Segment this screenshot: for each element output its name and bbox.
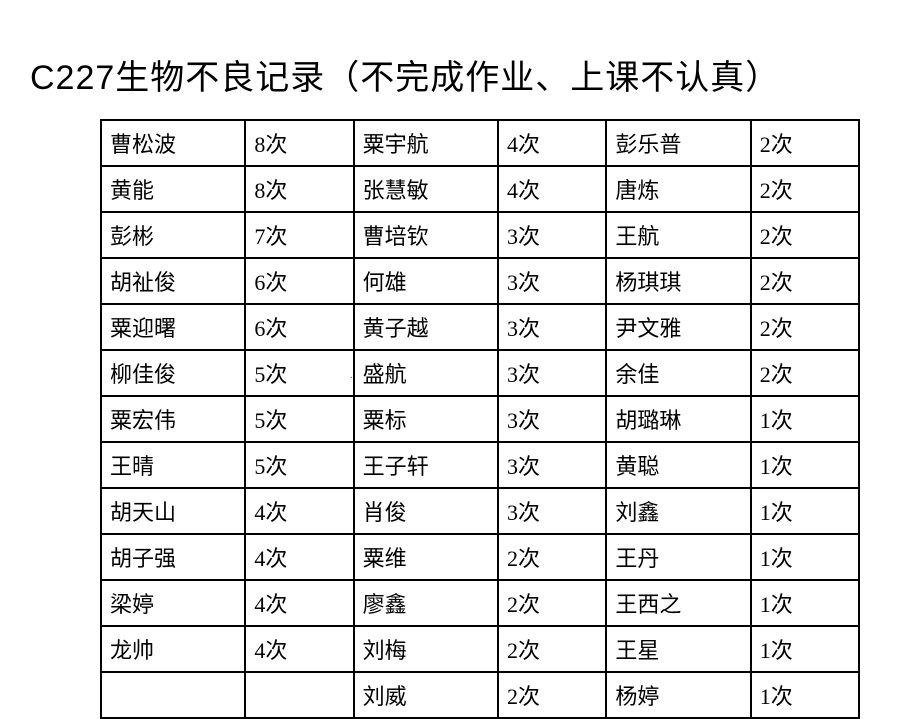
count-cell: 5次 xyxy=(245,350,353,396)
name-cell: 余佳 xyxy=(606,350,750,396)
name-cell: 粟宇航 xyxy=(354,120,498,166)
count-cell: 2次 xyxy=(751,258,859,304)
count-cell: 8次 xyxy=(245,120,353,166)
count-cell: 8次 xyxy=(245,166,353,212)
count-cell: 1次 xyxy=(751,396,859,442)
page-title: C227生物不良记录（不完成作业、上课不认真） xyxy=(30,50,890,99)
count-cell: 2次 xyxy=(751,166,859,212)
name-cell: 梁婷 xyxy=(101,580,245,626)
count-cell: 7次 xyxy=(245,212,353,258)
name-cell: 胡璐琳 xyxy=(606,396,750,442)
count-cell: 4次 xyxy=(498,120,606,166)
table-row: 刘威2次杨婷1次 xyxy=(101,672,859,718)
table-row: 彭彬7次曹培钦3次王航2次 xyxy=(101,212,859,258)
count-cell: 2次 xyxy=(498,534,606,580)
table-row: 黄能8次张慧敏4次唐炼2次 xyxy=(101,166,859,212)
name-cell: 张慧敏 xyxy=(354,166,498,212)
count-cell: 2次 xyxy=(751,350,859,396)
count-cell: 6次 xyxy=(245,304,353,350)
name-cell: 刘威 xyxy=(354,672,498,718)
table-row: 胡子强4次粟维2次王丹1次 xyxy=(101,534,859,580)
table-row: 曹松波8次粟宇航4次彭乐普2次 xyxy=(101,120,859,166)
name-cell: 胡祉俊 xyxy=(101,258,245,304)
name-cell: 曹培钦 xyxy=(354,212,498,258)
name-cell: 彭乐普 xyxy=(606,120,750,166)
count-cell: 3次 xyxy=(498,258,606,304)
count-cell: 3次 xyxy=(498,442,606,488)
count-cell: 1次 xyxy=(751,626,859,672)
name-cell: 柳佳俊 xyxy=(101,350,245,396)
name-cell: 彭彬 xyxy=(101,212,245,258)
table-row: 王晴5次王子轩3次黄聪1次 xyxy=(101,442,859,488)
count-cell: 2次 xyxy=(498,626,606,672)
name-cell: 王西之 xyxy=(606,580,750,626)
name-cell: 粟标 xyxy=(354,396,498,442)
count-cell: 2次 xyxy=(498,580,606,626)
name-cell: 杨婷 xyxy=(606,672,750,718)
count-cell: 3次 xyxy=(498,304,606,350)
name-cell: 黄能 xyxy=(101,166,245,212)
count-cell: 3次 xyxy=(498,396,606,442)
count-cell: 4次 xyxy=(245,580,353,626)
name-cell: 黄聪 xyxy=(606,442,750,488)
count-cell: 2次 xyxy=(751,212,859,258)
name-cell: 唐炼 xyxy=(606,166,750,212)
count-cell: 2次 xyxy=(751,120,859,166)
name-cell: 胡天山 xyxy=(101,488,245,534)
table-row: 龙帅4次刘梅2次王星1次 xyxy=(101,626,859,672)
name-cell: 刘梅 xyxy=(354,626,498,672)
name-cell: 粟宏伟 xyxy=(101,396,245,442)
name-cell xyxy=(101,672,245,718)
table-row: 梁婷4次廖鑫2次王西之1次 xyxy=(101,580,859,626)
count-cell: 1次 xyxy=(751,488,859,534)
count-cell: 5次 xyxy=(245,442,353,488)
name-cell: 廖鑫 xyxy=(354,580,498,626)
count-cell: 1次 xyxy=(751,442,859,488)
table-row: 胡天山4次肖俊3次刘鑫1次 xyxy=(101,488,859,534)
name-cell: 粟迎曙 xyxy=(101,304,245,350)
name-cell: 何雄 xyxy=(354,258,498,304)
name-cell: 盛航 xyxy=(354,350,498,396)
count-cell: 1次 xyxy=(751,580,859,626)
count-cell: 3次 xyxy=(498,488,606,534)
name-cell: 胡子强 xyxy=(101,534,245,580)
name-cell: 杨琪琪 xyxy=(606,258,750,304)
decorative-dot: . xyxy=(350,370,353,381)
count-cell: 4次 xyxy=(498,166,606,212)
count-cell xyxy=(245,672,353,718)
name-cell: 肖俊 xyxy=(354,488,498,534)
table-row: 粟迎曙6次黄子越3次尹文雅2次 xyxy=(101,304,859,350)
name-cell: 粟维 xyxy=(354,534,498,580)
name-cell: 曹松波 xyxy=(101,120,245,166)
count-cell: 6次 xyxy=(245,258,353,304)
count-cell: 2次 xyxy=(498,672,606,718)
name-cell: 王航 xyxy=(606,212,750,258)
count-cell: 4次 xyxy=(245,488,353,534)
table-row: 胡祉俊6次何雄3次杨琪琪2次 xyxy=(101,258,859,304)
count-cell: 2次 xyxy=(751,304,859,350)
name-cell: 王子轩 xyxy=(354,442,498,488)
name-cell: 黄子越 xyxy=(354,304,498,350)
count-cell: 1次 xyxy=(751,534,859,580)
name-cell: 尹文雅 xyxy=(606,304,750,350)
count-cell: 4次 xyxy=(245,534,353,580)
name-cell: 王丹 xyxy=(606,534,750,580)
name-cell: 龙帅 xyxy=(101,626,245,672)
table-row: 粟宏伟5次粟标3次胡璐琳1次 xyxy=(101,396,859,442)
count-cell: 3次 xyxy=(498,212,606,258)
table-container: 曹松波8次粟宇航4次彭乐普2次黄能8次张慧敏4次唐炼2次彭彬7次曹培钦3次王航2… xyxy=(30,119,890,719)
name-cell: 王晴 xyxy=(101,442,245,488)
name-cell: 王星 xyxy=(606,626,750,672)
count-cell: 4次 xyxy=(245,626,353,672)
name-cell: 刘鑫 xyxy=(606,488,750,534)
count-cell: 3次 xyxy=(498,350,606,396)
records-table: 曹松波8次粟宇航4次彭乐普2次黄能8次张慧敏4次唐炼2次彭彬7次曹培钦3次王航2… xyxy=(100,119,860,719)
count-cell: 1次 xyxy=(751,672,859,718)
count-cell: 5次 xyxy=(245,396,353,442)
table-row: 柳佳俊5次盛航3次余佳2次 xyxy=(101,350,859,396)
